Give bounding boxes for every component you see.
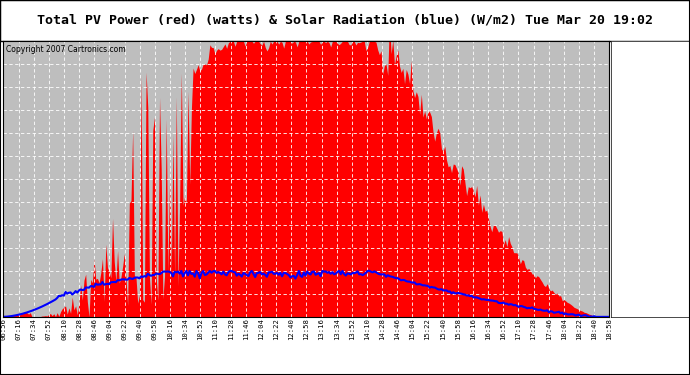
- Text: 14:46: 14:46: [394, 319, 400, 340]
- Text: 11:10: 11:10: [213, 319, 219, 340]
- Text: 12:22: 12:22: [273, 319, 279, 340]
- Text: 07:16: 07:16: [16, 319, 21, 340]
- Text: Total PV Power (red) (watts) & Solar Radiation (blue) (W/m2) Tue Mar 20 19:02: Total PV Power (red) (watts) & Solar Rad…: [37, 13, 653, 26]
- Text: 13:34: 13:34: [334, 319, 339, 340]
- Text: 10:52: 10:52: [197, 319, 204, 340]
- Text: Copyright 2007 Cartronics.com: Copyright 2007 Cartronics.com: [6, 45, 126, 54]
- Text: 09:58: 09:58: [152, 319, 158, 340]
- Text: 18:04: 18:04: [561, 319, 566, 340]
- Text: 10:34: 10:34: [182, 319, 188, 340]
- Text: 18:58: 18:58: [607, 319, 612, 340]
- Text: 14:28: 14:28: [379, 319, 385, 340]
- Text: 16:16: 16:16: [470, 319, 476, 340]
- Text: 07:52: 07:52: [46, 319, 52, 340]
- Text: 13:16: 13:16: [319, 319, 324, 340]
- Text: 09:22: 09:22: [121, 319, 128, 340]
- Text: 16:34: 16:34: [485, 319, 491, 340]
- Text: 15:40: 15:40: [440, 319, 446, 340]
- Text: 08:28: 08:28: [76, 319, 82, 340]
- Text: 10:16: 10:16: [167, 319, 173, 340]
- Text: 18:40: 18:40: [591, 319, 597, 340]
- Text: 17:10: 17:10: [515, 319, 522, 340]
- Text: 12:40: 12:40: [288, 319, 294, 340]
- Text: 11:28: 11:28: [228, 319, 234, 340]
- Text: 18:22: 18:22: [576, 319, 582, 340]
- Text: 15:58: 15:58: [455, 319, 461, 340]
- Text: 17:28: 17:28: [531, 319, 537, 340]
- Text: 11:46: 11:46: [243, 319, 249, 340]
- Text: 14:10: 14:10: [364, 319, 370, 340]
- Text: 16:52: 16:52: [500, 319, 506, 340]
- Text: 08:10: 08:10: [61, 319, 67, 340]
- Text: 07:34: 07:34: [31, 319, 37, 340]
- Text: 09:04: 09:04: [106, 319, 112, 340]
- Text: 13:52: 13:52: [349, 319, 355, 340]
- Text: 15:22: 15:22: [424, 319, 431, 340]
- Text: 08:46: 08:46: [91, 319, 97, 340]
- Text: 09:40: 09:40: [137, 319, 143, 340]
- Text: 12:58: 12:58: [304, 319, 309, 340]
- Text: 15:04: 15:04: [409, 319, 415, 340]
- Text: 17:46: 17:46: [546, 319, 552, 340]
- Text: 12:04: 12:04: [258, 319, 264, 340]
- Text: 06:56: 06:56: [1, 319, 6, 340]
